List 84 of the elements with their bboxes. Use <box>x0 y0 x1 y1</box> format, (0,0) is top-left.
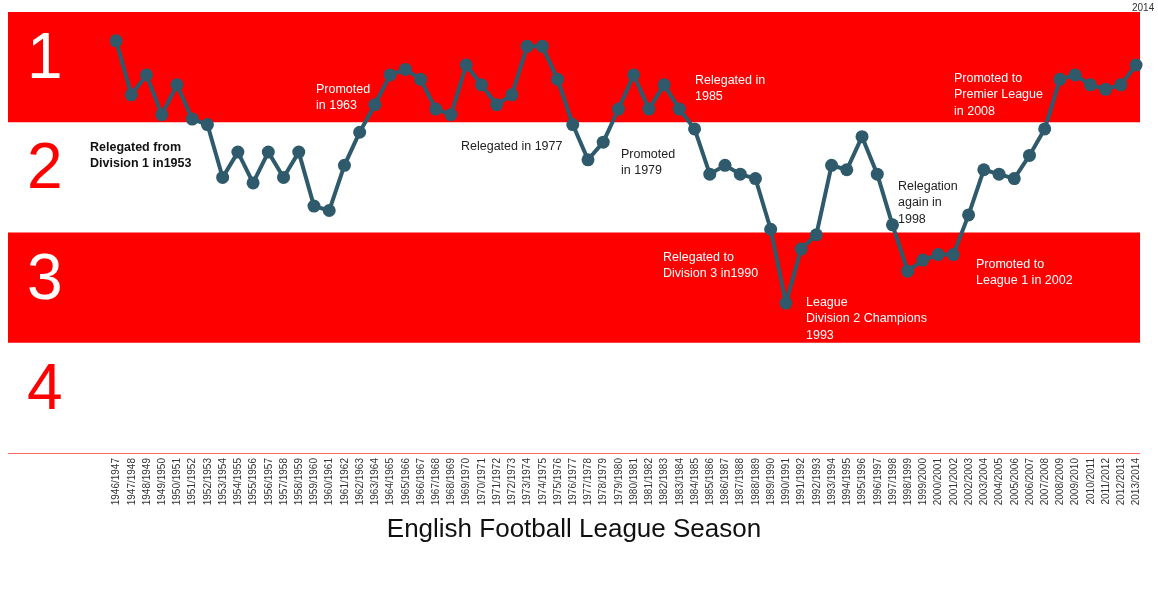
x-tick-label: 1971/1972 <box>490 457 502 506</box>
x-tick-label: 1968/1969 <box>445 457 457 506</box>
x-tick-label: 1979/1980 <box>612 457 624 506</box>
x-tick-label: 1986/1987 <box>719 457 731 506</box>
x-tick-label: 2008/2009 <box>1054 457 1066 506</box>
x-tick-label: 2010/2011 <box>1084 457 1096 505</box>
x-tick-label: 1992/1993 <box>810 457 822 506</box>
x-tick-label: 1996/1997 <box>871 457 883 506</box>
x-tick-label: 2005/2006 <box>1008 457 1020 506</box>
y-tick-label: 1 <box>27 20 63 92</box>
x-tick-label: 1991/1992 <box>795 457 807 506</box>
x-tick-label: 1969/1970 <box>460 457 472 506</box>
annotation: League Division 2 Champions 1993 <box>806 295 927 342</box>
x-tick-label: 1974/1975 <box>536 457 548 506</box>
x-tick-label: 2004/2005 <box>993 457 1005 506</box>
x-tick-label: 1959/1960 <box>308 457 320 506</box>
x-tick-label: 1962/1963 <box>353 457 365 506</box>
x-tick-label: 1993/1994 <box>825 457 837 506</box>
x-tick-label: 1972/1973 <box>506 457 518 506</box>
x-tick-label: 1958/1959 <box>293 457 305 506</box>
x-tick-label: 1961/1962 <box>338 457 350 506</box>
x-tick-label: 1970/1971 <box>475 457 487 506</box>
x-tick-label: 1946/1947 <box>110 457 122 506</box>
x-tick-label: 1954/1955 <box>232 457 244 506</box>
x-tick-label: 1983/1984 <box>673 457 685 506</box>
x-tick-label: 2007/2008 <box>1038 457 1050 506</box>
x-tick-label: 1988/1989 <box>749 457 761 506</box>
x-tick-label: 1975/1976 <box>551 457 563 506</box>
x-tick-label: 1987/1988 <box>734 457 746 506</box>
x-tick-label: 2003/2004 <box>978 457 990 506</box>
annotation: Promoted to Premier League in 2008 <box>954 71 1043 118</box>
x-tick-label: 1999/2000 <box>917 457 929 506</box>
x-tick-label: 1984/1985 <box>688 457 700 506</box>
x-tick-label: 2001/2002 <box>947 457 959 506</box>
x-tick-label: 1952/1953 <box>201 457 213 506</box>
x-tick-label: 1989/1990 <box>764 457 776 506</box>
x-tick-label: 2009/2010 <box>1069 457 1081 506</box>
x-tick-label: 1965/1966 <box>399 457 411 506</box>
y-tick-label: 3 <box>27 241 63 313</box>
annotation: Relegated to Division 3 in1990 <box>663 250 759 281</box>
x-tick-label: 1963/1964 <box>369 457 381 506</box>
x-tick-label: 1973/1974 <box>521 457 533 506</box>
x-tick-label: 1998/1999 <box>901 457 913 506</box>
x-tick-label: 2013/2014 <box>1130 457 1142 506</box>
x-tick-label: 1967/1968 <box>430 457 442 506</box>
x-tick-label: 1982/1983 <box>658 457 670 506</box>
x-tick-label: 1949/1950 <box>156 457 167 506</box>
x-tick-label: 1994/1995 <box>841 457 853 506</box>
x-tick-label: 1957/1958 <box>277 457 289 506</box>
x-tick-label: 1950/1951 <box>171 457 183 506</box>
x-tick-label: 2002/2003 <box>962 457 974 506</box>
x-tick-label: 1953/1954 <box>216 457 228 506</box>
annotation: Relegated in 1985 <box>695 73 766 104</box>
x-tick-label: 1956/1957 <box>262 457 274 506</box>
x-tick-label: 2006/2007 <box>1023 457 1035 506</box>
x-tick-label: 1978/1979 <box>597 457 609 506</box>
x-tick-label: 2011/2012 <box>1099 457 1111 505</box>
x-tick-label: 1977/1978 <box>582 457 594 506</box>
x-tick-label: 1976/1977 <box>567 457 579 506</box>
annotation: Relegated in 1977 <box>461 139 563 153</box>
x-tick-label: 1966/1967 <box>414 457 426 506</box>
x-tick-label: 1980/1981 <box>627 457 639 506</box>
x-tick-label: 1948/1949 <box>140 457 152 506</box>
x-tick-label: 1964/1965 <box>384 457 396 506</box>
annotation: Promoted in 1963 <box>316 82 371 113</box>
y-tick-label: 4 <box>27 351 63 423</box>
x-tick-label: 2012/2013 <box>1115 457 1127 506</box>
x-tick-label: 1997/1998 <box>886 457 898 506</box>
annotation: Promoted in 1979 <box>621 147 676 178</box>
x-tick-label: 1955/1956 <box>247 457 259 506</box>
x-tick-label: 2000/2001 <box>932 457 944 506</box>
annotation: Promoted to League 1 in 2002 <box>976 257 1073 288</box>
annotation: Relegation again in 1998 <box>898 179 958 226</box>
x-tick-label: 1990/1991 <box>780 457 792 506</box>
x-tick-label: 1947/1948 <box>125 457 137 506</box>
x-tick-label: 1960/1961 <box>323 457 335 506</box>
annotation: 2014 <box>1132 2 1155 13</box>
x-axis-title: English Football League Season <box>386 512 762 543</box>
x-tick-label: 1981/1982 <box>643 457 655 506</box>
annotation: Relegated from Division 1 in1953 <box>90 140 192 171</box>
x-tick-label: 1995/1996 <box>856 457 868 506</box>
x-tick-label: 1985/1986 <box>704 457 716 506</box>
x-tick-label: 1951/1952 <box>186 457 198 506</box>
y-tick-label: 2 <box>27 130 63 202</box>
